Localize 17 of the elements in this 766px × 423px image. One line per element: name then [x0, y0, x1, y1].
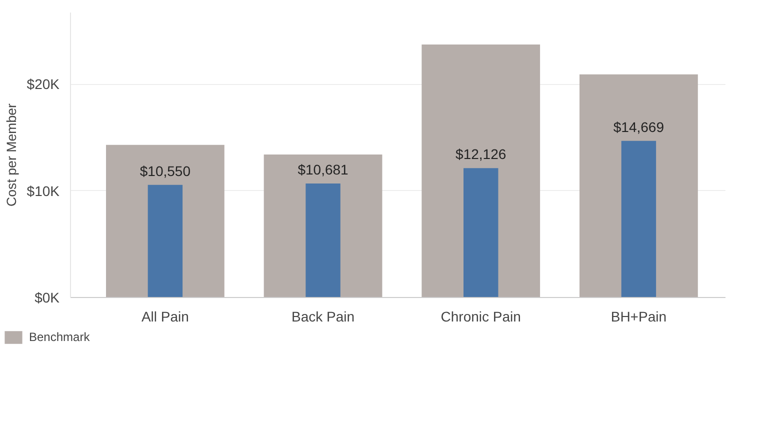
y-tick-label: $0K	[34, 290, 60, 306]
data-label: $10,681	[298, 161, 349, 178]
x-tick-label: All Pain	[141, 308, 189, 324]
x-tick-label: Back Pain	[292, 308, 355, 324]
bar	[148, 184, 183, 298]
y-tick-label: $10K	[26, 182, 60, 199]
legend-label: Benchmark	[29, 330, 90, 344]
x-tick-label: Chronic Pain	[440, 308, 521, 324]
data-label: $14,669	[613, 118, 664, 135]
bar	[306, 183, 340, 298]
data-label: $10,550	[140, 162, 191, 179]
y-tick-label: $20K	[26, 76, 60, 92]
data-label: $12,126	[456, 146, 506, 162]
bar	[464, 168, 498, 298]
bar	[621, 140, 656, 298]
y-axis-title: Cost per Member	[4, 102, 19, 206]
x-tick-label: BH+Pain	[610, 308, 667, 324]
